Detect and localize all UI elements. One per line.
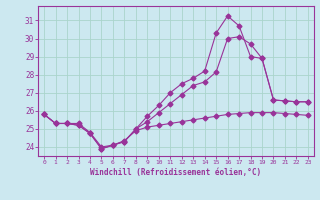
X-axis label: Windchill (Refroidissement éolien,°C): Windchill (Refroidissement éolien,°C)	[91, 168, 261, 177]
